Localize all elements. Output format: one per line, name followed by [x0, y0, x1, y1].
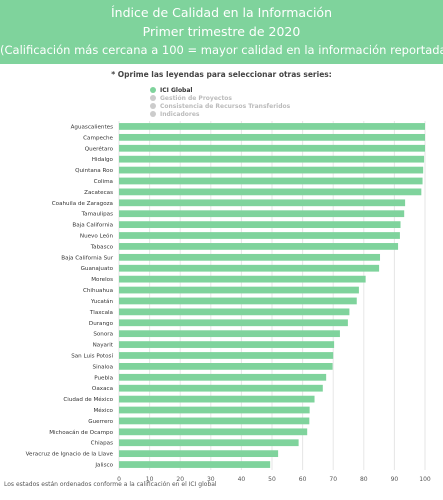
category-label: Sinaloa: [93, 364, 113, 370]
category-label: Tlaxcala: [89, 310, 113, 316]
bar: [119, 319, 348, 327]
bar: [119, 177, 423, 185]
subtitle-note: (Calificación más cercana a 100 = mayor …: [0, 43, 443, 57]
legend-dot-icon: [150, 111, 156, 117]
legend: ICI Global Gestión de Proyectos Consiste…: [150, 86, 290, 118]
category-label: Tamaulipas: [81, 212, 113, 218]
bar: [119, 243, 399, 250]
x-tick-label: 30: [207, 476, 215, 483]
category-labels: Aguascalientes Campeche Querétaro Hidalgo Qu…: [26, 124, 114, 468]
category-label: Tabasco: [90, 244, 114, 250]
legend-label: Indicadores: [160, 110, 200, 118]
x-tick-label: 60: [299, 476, 307, 483]
legend-label: Consistencia de Recursos Transferidos: [160, 102, 291, 110]
x-tick-labels: 0 10 20 30 40 50 60 70 80 90 100: [117, 476, 431, 483]
category-label: Chihuahua: [83, 288, 113, 294]
legend-item-ici-global[interactable]: ICI Global: [150, 86, 290, 94]
bar: [119, 286, 359, 294]
category-label: Baja California Sur: [61, 255, 113, 261]
legend-dot-icon: [150, 95, 156, 101]
legend-item-consistencia-recursos[interactable]: Consistencia de Recursos Transferidos: [150, 102, 290, 110]
category-label: Guerrero: [88, 419, 113, 425]
category-label: Puebla: [94, 375, 113, 381]
bar: [119, 188, 422, 196]
x-tick-label: 50: [268, 476, 276, 483]
bar: [119, 155, 425, 163]
category-label: México: [93, 407, 113, 414]
x-tick-label: 100: [419, 476, 431, 483]
bar: [119, 221, 401, 228]
category-label: Baja California: [72, 223, 113, 229]
category-label: Yucatán: [90, 298, 113, 305]
legend-dot-icon: [150, 103, 156, 109]
bar: [119, 264, 380, 272]
x-tick-label: 90: [391, 476, 399, 483]
title: Índice de Calidad en la Información: [110, 5, 332, 20]
legend-item-gestion-proyectos[interactable]: Gestión de Proyectos: [150, 94, 290, 102]
bar: [119, 253, 381, 261]
category-label: San Luis Potosí: [71, 352, 113, 359]
bar: [119, 210, 405, 218]
category-label: Michoacán de Ocampo: [49, 429, 113, 436]
legend-label: ICI Global: [160, 86, 193, 94]
category-label: Quintana Roo: [75, 168, 113, 174]
bar: [119, 199, 406, 207]
legend-item-indicadores[interactable]: Indicadores: [150, 110, 290, 118]
category-label: Chiapas: [91, 441, 113, 447]
x-tick-label: 10: [146, 476, 154, 483]
footnote: Los estados están ordenados conforme a l…: [4, 481, 217, 488]
x-tick-label: 40: [238, 476, 246, 483]
category-label: Ciudad de México: [63, 396, 113, 403]
category-label: Campeche: [83, 135, 113, 141]
category-label: Querétaro: [85, 145, 114, 152]
legend-instruction: * Oprime las leyendas para seleccionar o…: [111, 70, 332, 79]
category-label: Guanajuato: [81, 266, 114, 272]
category-label: Nayarit: [93, 343, 114, 349]
category-label: Durango: [89, 321, 114, 327]
bar: [119, 373, 327, 381]
bar: [119, 330, 340, 338]
bar: [119, 166, 424, 174]
x-tick-label: 20: [176, 476, 184, 483]
bar: [119, 363, 333, 370]
header-banner: Índice de Calidad en la Información Prim…: [0, 0, 443, 64]
legend-dot-icon: [150, 87, 156, 93]
bar: [119, 352, 334, 359]
category-label: Veracruz de Ignacio de la Llave: [26, 452, 114, 458]
bar: [119, 439, 299, 447]
legend-label: Gestión de Proyectos: [160, 94, 233, 102]
category-label: Colima: [94, 179, 113, 185]
bar: [119, 275, 366, 283]
category-label: Oaxaca: [92, 386, 113, 392]
bar: [119, 308, 350, 316]
bar: [119, 384, 323, 392]
chart-bars: [119, 123, 425, 468]
bar: [119, 341, 335, 348]
x-tick-label: 70: [329, 476, 337, 483]
x-tick-label: 0: [117, 476, 121, 483]
category-label: Jalisco: [94, 463, 113, 469]
category-label: Sonora: [93, 332, 113, 338]
bar: [119, 417, 310, 425]
bar: [119, 144, 425, 152]
bar: [119, 232, 400, 239]
category-label: Morelos: [91, 277, 113, 283]
x-tick-label: 80: [360, 476, 368, 483]
category-label: Coahuila de Zaragoza: [52, 201, 113, 207]
category-label: Zacatecas: [84, 190, 113, 196]
category-label: Aguascalientes: [71, 124, 113, 130]
bar: [119, 450, 279, 458]
bar: [119, 297, 357, 305]
bar: [119, 428, 308, 436]
bar: [119, 133, 425, 141]
bar: [119, 123, 425, 130]
bar: [119, 395, 315, 403]
bar: [119, 406, 310, 414]
category-label: Hidalgo: [92, 157, 114, 163]
bar: [119, 461, 271, 468]
category-label: Nuevo León: [80, 233, 114, 240]
subtitle-period: Primer trimestre de 2020: [142, 24, 301, 39]
